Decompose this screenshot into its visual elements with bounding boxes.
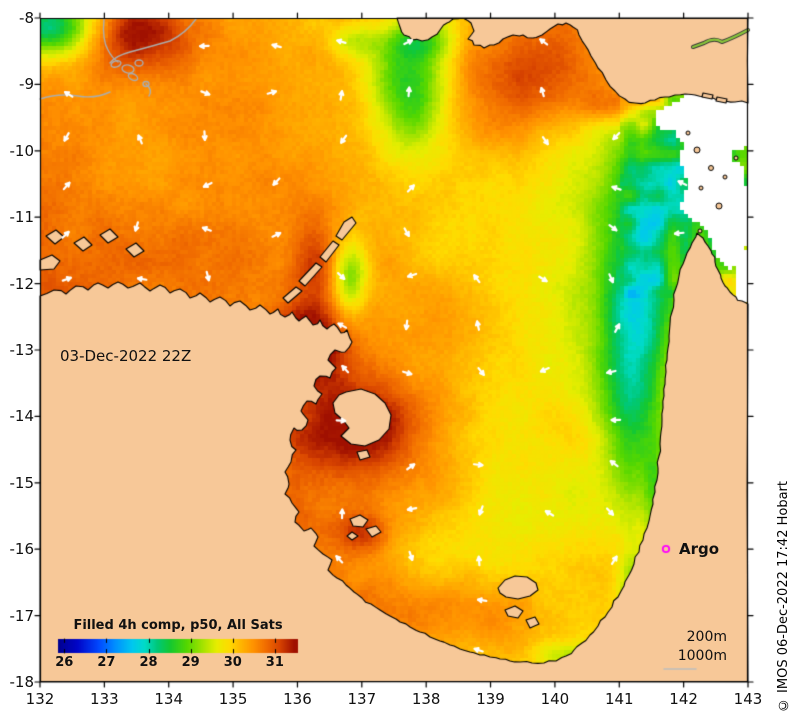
date-label: 03-Dec-2022 22Z bbox=[60, 347, 192, 365]
colorbar-tick-label: 31 bbox=[265, 655, 284, 670]
x-tick-label: 142 bbox=[669, 690, 698, 708]
x-tick-label: 143 bbox=[733, 690, 763, 708]
colorbar-tick-label: 29 bbox=[181, 655, 200, 670]
x-tick-label: 140 bbox=[540, 690, 570, 708]
y-tick-label: -16 bbox=[9, 540, 35, 559]
y-tick-label: -18 bbox=[9, 673, 35, 691]
colorbar-tick-label: 30 bbox=[223, 655, 242, 670]
y-tick-label: -13 bbox=[9, 341, 35, 359]
y-tick-label: -11 bbox=[9, 208, 35, 227]
x-tick-label: 141 bbox=[604, 690, 634, 708]
y-tick-label: -8 bbox=[19, 9, 34, 27]
colorbar-tick-label: 28 bbox=[139, 655, 158, 670]
x-tick-label: 132 bbox=[25, 690, 55, 708]
y-tick-label: -17 bbox=[9, 606, 35, 625]
x-tick-label: 136 bbox=[283, 690, 312, 708]
x-tick-label: 138 bbox=[411, 690, 441, 708]
x-tick-label: 133 bbox=[90, 690, 119, 708]
depth-1000m-label: 1000m bbox=[677, 648, 727, 664]
colorbar-title: Filled 4h comp, p50, All Sats bbox=[73, 618, 283, 633]
y-tick-label: -15 bbox=[9, 473, 35, 492]
argo-label: Argo bbox=[679, 540, 720, 558]
copyright-label: © IMOS 06-Dec-2022 17:42 Hobart bbox=[776, 480, 791, 712]
x-tick-label: 135 bbox=[218, 690, 248, 708]
depth-200m-label: 200m bbox=[686, 629, 727, 645]
x-tick-label: 139 bbox=[476, 690, 505, 708]
colorbar-tick-label: 26 bbox=[55, 655, 74, 670]
x-tick-label: 137 bbox=[347, 690, 377, 708]
y-tick-label: -10 bbox=[9, 141, 35, 160]
y-tick-label: -9 bbox=[19, 75, 34, 94]
x-tick-label: 134 bbox=[154, 690, 184, 708]
y-tick-label: -12 bbox=[9, 274, 35, 293]
y-tick-label: -14 bbox=[9, 407, 35, 426]
colorbar-tick-label: 27 bbox=[97, 655, 116, 670]
